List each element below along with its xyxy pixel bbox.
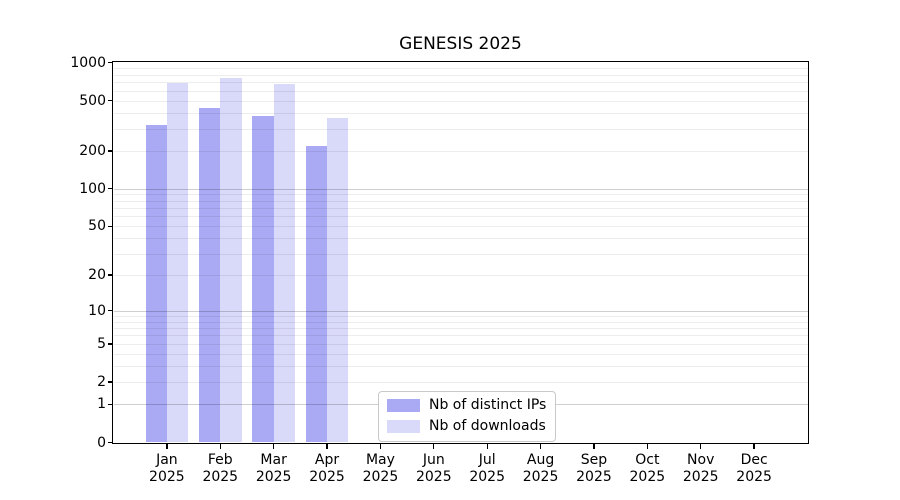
bar-nb-of-downloads-jan xyxy=(166,83,189,443)
x-tick-label: Apr 2025 xyxy=(309,452,345,485)
x-tick-label: Nov 2025 xyxy=(682,452,719,485)
gridline-minor xyxy=(113,275,808,277)
x-tick-label: Dec 2025 xyxy=(736,452,772,485)
y-tick-label: 200 xyxy=(79,142,106,159)
gridline-minor xyxy=(113,238,808,240)
bar-nb-of-distinct-ips-mar xyxy=(252,115,274,443)
y-tick-mark xyxy=(107,150,112,152)
gridline-minor xyxy=(113,382,808,384)
gridline-minor xyxy=(113,194,808,196)
y-tick-label: 10 xyxy=(88,302,106,319)
y-tick-label: 0 xyxy=(97,434,106,451)
x-tick-mark xyxy=(433,444,435,449)
gridline-minor xyxy=(113,328,808,330)
gridline-minor xyxy=(113,82,808,84)
y-tick-mark xyxy=(107,188,112,190)
gridline-minor xyxy=(113,343,808,345)
y-tick-mark xyxy=(107,99,112,102)
x-tick-label: Sep 2025 xyxy=(576,452,612,485)
legend: Nb of distinct IPs Nb of downloads xyxy=(378,391,557,442)
x-tick-label: Aug 2025 xyxy=(522,452,559,485)
x-tick-label: Oct 2025 xyxy=(629,452,666,485)
x-tick-mark xyxy=(646,444,648,449)
y-tick-mark xyxy=(107,343,112,345)
y-tick-label: 50 xyxy=(88,218,106,235)
gridline-minor xyxy=(113,128,808,130)
x-tick-mark xyxy=(326,444,328,449)
y-tick-label: 1000 xyxy=(70,54,106,71)
x-tick-mark xyxy=(593,444,595,449)
y-tick-mark xyxy=(107,225,112,227)
x-tick-label: Mar 2025 xyxy=(255,452,292,485)
x-tick-mark xyxy=(700,444,702,449)
x-tick-mark xyxy=(166,444,168,449)
x-tick-label: May 2025 xyxy=(362,452,399,485)
gridline-minor xyxy=(113,74,808,76)
y-tick-label: 500 xyxy=(79,92,106,109)
x-tick-label: Jun 2025 xyxy=(415,452,452,485)
x-tick-label: Feb 2025 xyxy=(202,452,239,485)
y-tick-label: 2 xyxy=(97,374,106,391)
gridline-minor xyxy=(113,253,808,255)
legend-label-distinct-ips: Nb of distinct IPs xyxy=(429,397,547,413)
legend-entry-distinct-ips: Nb of distinct IPs xyxy=(387,397,546,414)
legend-swatch-distinct-ips xyxy=(387,399,420,412)
x-tick-mark xyxy=(219,444,221,449)
y-tick-mark xyxy=(107,381,112,383)
bar-nb-of-distinct-ips-feb xyxy=(198,107,221,443)
gridline-minor xyxy=(113,216,808,218)
gridline-minor xyxy=(113,68,808,70)
bar-nb-of-downloads-apr xyxy=(327,118,349,443)
gridline-minor xyxy=(113,112,808,114)
x-tick-mark xyxy=(273,444,275,449)
gridline-minor xyxy=(113,100,808,102)
gridline-minor xyxy=(113,353,808,355)
gridline-minor xyxy=(113,200,808,202)
x-tick-mark xyxy=(753,444,755,449)
gridline-minor xyxy=(113,315,808,317)
gridline-major xyxy=(113,188,808,190)
gridline-minor xyxy=(113,366,808,368)
gridline-minor xyxy=(113,335,808,337)
x-tick-label: Jul 2025 xyxy=(469,452,505,485)
y-tick-label: 1 xyxy=(97,396,106,413)
x-tick-label: Jan 2025 xyxy=(149,452,185,485)
x-tick-mark xyxy=(379,444,382,449)
bar-nb-of-distinct-ips-jan xyxy=(145,125,167,443)
y-tick-mark xyxy=(107,441,112,444)
legend-swatch-downloads xyxy=(387,420,420,433)
y-tick-label: 20 xyxy=(88,267,106,284)
gridline-minor xyxy=(113,208,808,210)
legend-label-downloads: Nb of downloads xyxy=(429,418,546,434)
y-tick-mark xyxy=(107,274,112,276)
bar-nb-of-downloads-feb xyxy=(220,77,242,443)
y-tick-mark xyxy=(107,61,112,64)
x-tick-mark xyxy=(486,444,488,449)
gridline-minor xyxy=(113,90,808,92)
y-tick-mark xyxy=(107,403,112,406)
gridline-minor xyxy=(113,150,808,152)
legend-entry-downloads: Nb of downloads xyxy=(387,418,546,435)
gridline-major xyxy=(113,310,808,312)
bar-nb-of-downloads-mar xyxy=(273,84,295,443)
bar-nb-of-distinct-ips-apr xyxy=(305,145,328,443)
y-tick-mark xyxy=(107,310,112,312)
gridline-minor xyxy=(113,321,808,323)
chart-title: GENESIS 2025 xyxy=(399,34,522,54)
y-tick-label: 5 xyxy=(97,335,106,352)
y-tick-label: 100 xyxy=(79,180,106,197)
gridline-minor xyxy=(113,226,808,228)
x-tick-mark xyxy=(539,444,542,449)
